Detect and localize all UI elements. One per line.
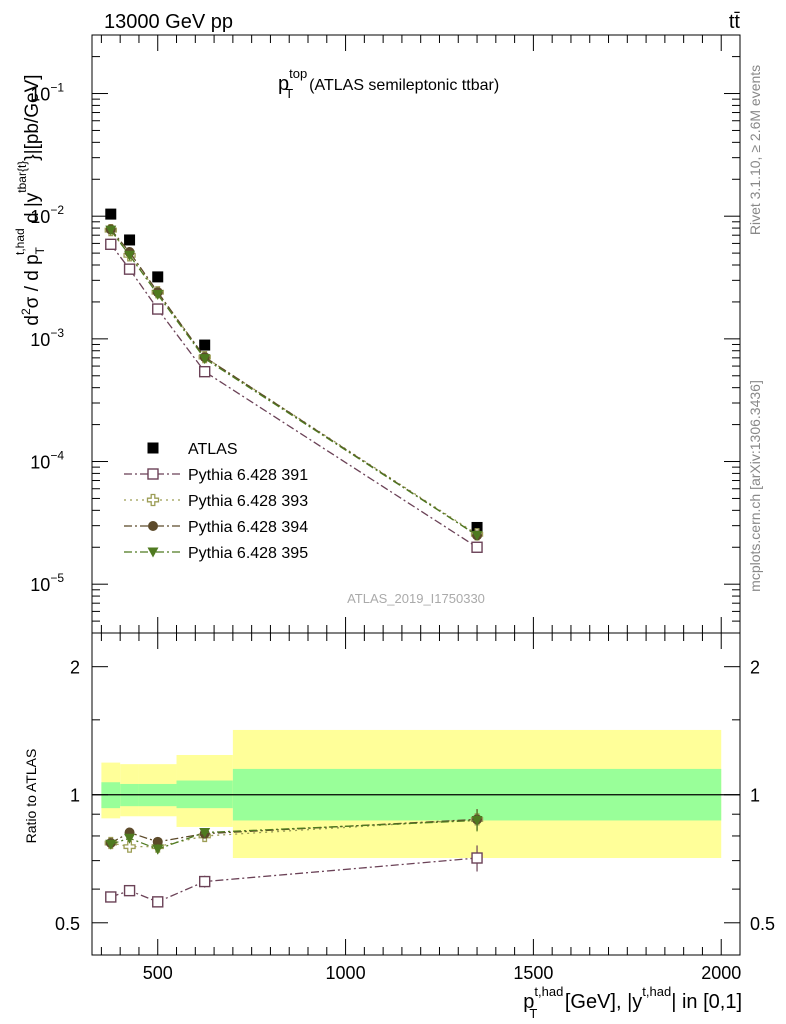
upper-data-point xyxy=(124,234,136,246)
upper-data-point xyxy=(124,250,136,261)
x-axis-label: pt,had T [GeV], |yt,had| in [0,1] xyxy=(523,984,742,1021)
y-tick-label: 10−1 xyxy=(30,81,64,105)
lower-data-point xyxy=(124,833,136,844)
y-tick-label: 10−4 xyxy=(30,449,64,473)
upper-series-line xyxy=(110,243,478,548)
lower-series-line xyxy=(110,857,478,903)
legend-entry: Pythia 6.428 395 xyxy=(124,545,308,562)
upper-data-point xyxy=(123,263,136,275)
lower-y-ticks: 0.5 0.5 1 1 2 2 xyxy=(55,658,775,934)
upper-y-ticks: 10−5 10−4 10−3 10−2 10−1 xyxy=(30,56,740,634)
lower-x-ticks: 500 1000 1500 2000 xyxy=(100,633,741,983)
legend-marker xyxy=(147,547,159,558)
legend-entry: ATLAS xyxy=(147,441,238,458)
main-plot-panel: ptop T (ATLAS semileptonic ttbar) ATLAS_20… xyxy=(13,34,741,634)
upper-x-ticks xyxy=(100,35,741,633)
legend-marker xyxy=(147,442,159,454)
lower-data-point xyxy=(123,884,136,897)
y-tick-label-right: 0.5 xyxy=(750,914,775,934)
rivet-label: Rivet 3.1.10, ≥ 2.6M events xyxy=(747,65,763,235)
legend-label: Pythia 6.428 394 xyxy=(188,519,308,536)
upper-data-point xyxy=(199,354,211,365)
upper-series-4 xyxy=(105,225,483,541)
lower-series-0 xyxy=(105,845,483,908)
legend-label: Pythia 6.428 395 xyxy=(188,545,308,562)
upper-data-point xyxy=(198,365,211,378)
upper-y-axis-label: d2σ / d pTt,had d |ytbar{t}}|[pb/GeV] xyxy=(13,74,47,325)
y-tick-label-right: 1 xyxy=(750,786,760,806)
lower-data-point xyxy=(471,852,483,864)
upper-data-point xyxy=(471,530,483,541)
lower-data-point xyxy=(105,891,117,903)
plot-title: ptop T (ATLAS semileptonic ttbar) xyxy=(278,66,499,101)
legend-entry: Pythia 6.428 393 xyxy=(124,493,308,510)
upper-series-group xyxy=(104,208,484,553)
x-tick-label: 500 xyxy=(143,963,173,983)
lower-data-point xyxy=(471,815,483,826)
legend-label: Pythia 6.428 393 xyxy=(188,493,308,510)
lower-data-point xyxy=(152,836,163,847)
process-label: tt̄ xyxy=(729,11,741,33)
energy-label: 13000 GeV pp xyxy=(104,11,233,33)
mcplots-label: mcplots.cern.ch [arXiv:1306.3436] xyxy=(747,380,763,592)
ratio-plot-panel: 0.5 0.5 1 1 2 2 500 1000 1500 2000 Ratio to ATLA… xyxy=(23,632,775,1021)
legend-marker xyxy=(147,468,159,480)
lower-data-point xyxy=(123,840,136,853)
x-tick-label: 1000 xyxy=(326,963,366,983)
lower-data-point xyxy=(105,839,117,850)
upper-data-point xyxy=(105,208,117,220)
lower-plot-frame xyxy=(91,632,741,956)
lower-data-point xyxy=(152,844,164,855)
legend-entry: Pythia 6.428 391 xyxy=(124,467,308,484)
x-tick-label: 1500 xyxy=(513,963,553,983)
legend-entry: Pythia 6.428 394 xyxy=(124,519,308,536)
y-tick-label-right: 2 xyxy=(750,658,760,678)
upper-series-line xyxy=(110,229,478,535)
upper-series-1 xyxy=(105,238,483,553)
upper-data-point xyxy=(105,225,117,236)
upper-data-point xyxy=(152,289,164,300)
y-tick-label: 2 xyxy=(70,658,80,678)
upper-series-line xyxy=(110,229,478,536)
upper-data-point xyxy=(471,541,483,553)
upper-data-point xyxy=(152,303,164,315)
upper-data-point xyxy=(105,238,117,250)
analysis-watermark: ATLAS_2019_I1750330 xyxy=(347,591,485,606)
y-tick-label: 10−3 xyxy=(30,326,64,350)
lower-data-point xyxy=(198,875,211,888)
y-tick-label: 10−5 xyxy=(30,571,64,595)
upper-data-point xyxy=(152,271,164,283)
y-tick-label: 10−2 xyxy=(30,203,64,227)
legend-marker xyxy=(148,521,158,531)
upper-series-line xyxy=(110,229,478,536)
legend: ATLAS Pythia 6.428 391 Pythia 6.428 393 Pyt… xyxy=(124,441,308,562)
legend-label: Pythia 6.428 391 xyxy=(188,467,308,484)
x-tick-label: 2000 xyxy=(701,963,741,983)
lower-data-point xyxy=(152,896,164,908)
legend-label: ATLAS xyxy=(188,441,238,458)
upper-plot-frame xyxy=(91,34,741,634)
upper-data-point xyxy=(199,339,211,351)
lower-series-3 xyxy=(105,810,483,855)
y-tick-label: 1 xyxy=(70,786,80,806)
lower-data-point xyxy=(199,828,211,839)
lower-series-group xyxy=(104,809,484,908)
lower-series-line xyxy=(110,818,478,848)
upper-data-point xyxy=(471,521,483,533)
y-tick-label: 0.5 xyxy=(55,914,80,934)
upper-series-0 xyxy=(105,208,483,533)
ratio-y-axis-label: Ratio to ATLAS xyxy=(23,749,39,844)
legend-marker xyxy=(146,493,160,507)
